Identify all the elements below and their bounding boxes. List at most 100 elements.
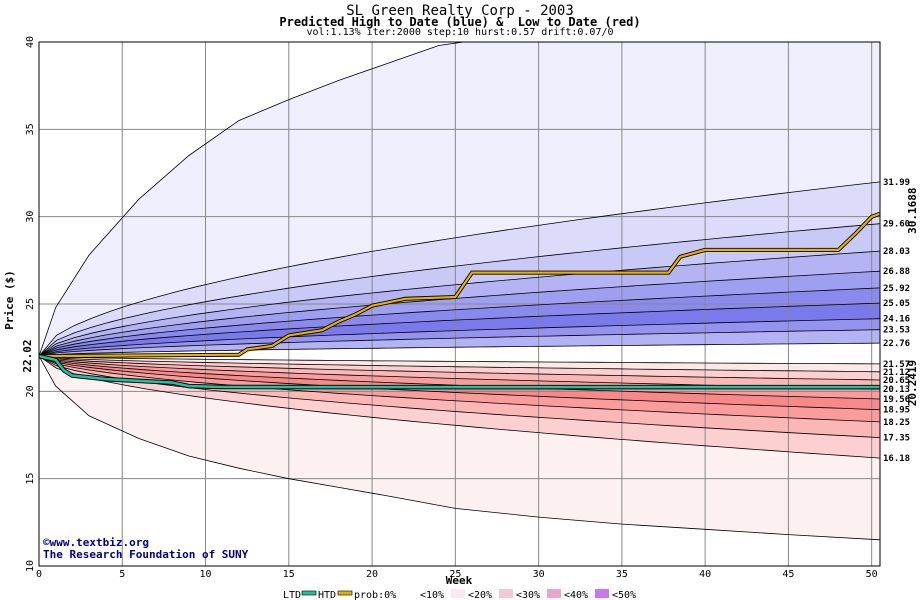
level-label: 25.92 [883, 284, 910, 294]
band-low-outer [39, 356, 880, 540]
legend-30-label: <30% [516, 590, 540, 600]
level-lines [38, 41, 881, 541]
ltd-final-label: 20.2419 [906, 360, 919, 406]
series-lines [38, 211, 881, 390]
chart-subtitle: Predicted High to Date (blue) & Low to D… [279, 15, 641, 29]
htd-final-label: 30.1688 [906, 188, 919, 234]
band-high [39, 251, 880, 357]
legend-30-swatch [547, 589, 561, 598]
level-label: 20.13 [883, 385, 910, 395]
level-label: 24.16 [883, 315, 910, 325]
x-tick-label: 40 [699, 569, 711, 580]
level-line [38, 355, 881, 411]
htd-line [38, 212, 881, 358]
level-label: 29.60 [883, 220, 910, 230]
level-line [38, 329, 881, 357]
level-line [38, 181, 881, 357]
level-line [38, 355, 881, 459]
level-label: 16.18 [883, 454, 910, 464]
level-label: 18.95 [883, 406, 910, 416]
level-line [38, 355, 881, 438]
level-label: 18.25 [883, 418, 910, 428]
x-tick-label: 35 [616, 569, 628, 580]
y-tick-label: 10 [25, 560, 36, 572]
band-high [39, 318, 880, 357]
level-label: 28.03 [883, 247, 910, 257]
level-line [38, 223, 881, 357]
watermark-url: ©www.textbiz.org [43, 536, 149, 549]
x-tick-label: 10 [200, 569, 212, 580]
watermark-org: The Research Foundation of SUNY [43, 548, 249, 561]
legend-40-swatch [595, 589, 609, 598]
level-line [38, 355, 881, 423]
legend-prob-label: prob:0% [354, 590, 396, 600]
x-tick-label: 5 [119, 569, 125, 580]
chart-title: SL Green Realty Corp - 2003 [346, 3, 574, 19]
band-low [39, 356, 880, 438]
level-line [38, 355, 881, 381]
level-label: 21.57 [883, 360, 910, 370]
band-low [39, 356, 880, 380]
x-axis-label: Week [446, 574, 473, 587]
band-high-outer [39, 42, 880, 357]
y-tick-label: 20 [25, 385, 36, 397]
y-tick-label: 40 [25, 36, 36, 48]
outer-low-envelope [38, 355, 881, 541]
band-high [39, 223, 880, 357]
x-tick-label: 25 [449, 569, 461, 580]
band-center [39, 343, 880, 364]
level-line [38, 318, 881, 357]
legend-ltd-label: LTD [283, 590, 301, 600]
legend-ltd-swatch [301, 590, 317, 596]
level-line [38, 342, 881, 357]
plot-frame [38, 41, 881, 567]
level-line [38, 270, 881, 357]
level-labels: 31.99 29.60 28.03 26.88 25.92 25.05 24.1623.53… [883, 178, 910, 464]
legend-20-swatch [499, 589, 513, 598]
x-tick-labels: 0 5 10 15 20 25 30 35 40 45 50 [36, 569, 878, 580]
legend-20-label: <20% [468, 590, 492, 600]
y-tick-label: 30 [25, 211, 36, 223]
level-label: 31.99 [883, 178, 910, 188]
band-high [39, 303, 880, 357]
legend-htd-label: HTD [318, 590, 336, 600]
legend-10-label: <10% [420, 590, 444, 600]
x-tick-label: 20 [366, 569, 378, 580]
legend-40-label: <40% [564, 590, 588, 600]
legend: LTD HTD prob:0% <10% <20% <30% <40% <50% [283, 589, 636, 600]
legend-10-swatch [451, 589, 465, 598]
level-line [38, 355, 881, 373]
level-label: 26.88 [883, 267, 910, 277]
x-tick-label: 45 [782, 569, 794, 580]
level-line [38, 355, 881, 365]
level-line [38, 287, 881, 357]
level-label: 20.65 [883, 376, 910, 386]
band-low [39, 356, 880, 422]
y-tick-labels: 10 15 20 25 30 35 40 [25, 36, 36, 572]
legend-0-swatch [403, 589, 417, 598]
level-label: 22.76 [883, 339, 910, 349]
chart-parameters: vol:1.13% iter:2000 step:10 hurst:0.57 d… [306, 27, 614, 38]
ltd-line [38, 354, 880, 389]
y-tick-label: 25 [25, 298, 36, 310]
band-high [39, 181, 880, 357]
level-label: 23.53 [883, 326, 910, 336]
y-tick-label: 15 [25, 473, 36, 485]
legend-50-label: <50% [612, 590, 636, 600]
level-line [38, 302, 881, 357]
level-label: 21.12 [883, 368, 910, 378]
x-tick-label: 30 [533, 569, 545, 580]
level-label: 17.35 [883, 434, 910, 444]
start-price-label: 22.02 [21, 339, 34, 372]
y-axis-label: Price ($) [3, 270, 16, 330]
legend-htd-swatch [337, 590, 353, 596]
band-low [39, 356, 880, 459]
band-high [39, 271, 880, 357]
x-tick-label: 15 [283, 569, 295, 580]
x-tick-label: 50 [866, 569, 878, 580]
y-tick-label: 35 [25, 123, 36, 135]
level-line [38, 250, 881, 357]
band-low [39, 356, 880, 410]
outer-high-envelope [38, 41, 464, 357]
